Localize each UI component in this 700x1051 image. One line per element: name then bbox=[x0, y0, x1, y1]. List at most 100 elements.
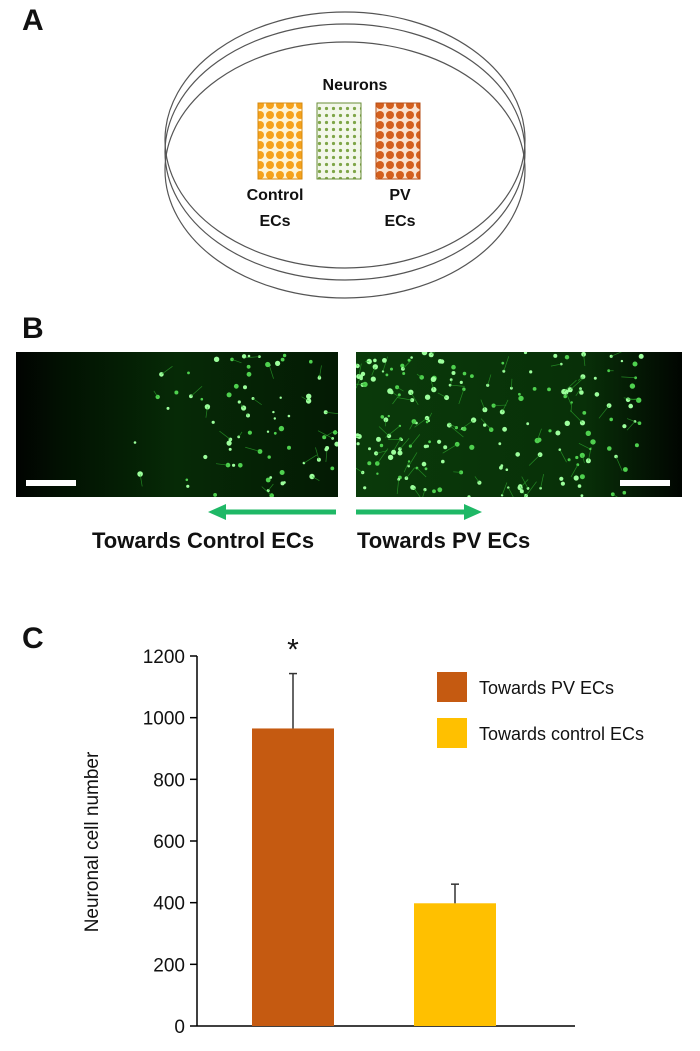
neuron-cell bbox=[462, 371, 467, 376]
neurite bbox=[161, 366, 173, 375]
neuron-cell bbox=[432, 489, 436, 494]
neurite bbox=[268, 364, 274, 379]
neurite bbox=[626, 418, 640, 424]
neuron-cell bbox=[629, 383, 636, 389]
neuron-cell bbox=[532, 387, 537, 391]
neuron-cell bbox=[634, 376, 637, 380]
neurite bbox=[583, 354, 586, 366]
pv-ecs-block bbox=[375, 102, 421, 180]
neuron-cell bbox=[395, 385, 400, 390]
neurite bbox=[540, 473, 544, 489]
neuron-cell bbox=[449, 378, 453, 382]
neurite bbox=[508, 487, 514, 497]
bar-control-ecs bbox=[414, 903, 496, 1026]
neuron-cell bbox=[428, 440, 431, 444]
neuron-cell bbox=[376, 436, 381, 442]
neuron-cell bbox=[269, 476, 273, 479]
neuron-cell bbox=[628, 403, 633, 409]
neurite bbox=[615, 456, 623, 472]
bar-pv-ecs bbox=[252, 728, 334, 1026]
neurite bbox=[626, 421, 636, 431]
neuron-cell bbox=[166, 406, 170, 410]
pv-ecs-label-line1: PV bbox=[389, 187, 411, 204]
neurite bbox=[422, 489, 426, 497]
neurite bbox=[559, 449, 567, 463]
neuron-cell bbox=[620, 359, 624, 363]
neuron-cell bbox=[246, 364, 251, 369]
neurite bbox=[450, 384, 465, 387]
neuron-cell bbox=[470, 374, 474, 378]
control-ecs-label-line1: Control bbox=[246, 187, 304, 204]
neuron-cell bbox=[505, 468, 509, 471]
neurite bbox=[414, 417, 428, 428]
neuron-cell bbox=[573, 475, 579, 481]
neurite bbox=[487, 374, 492, 386]
neuron-cell bbox=[265, 361, 271, 368]
neurite bbox=[356, 435, 360, 437]
neuron-cell bbox=[582, 411, 587, 415]
neuron-cell bbox=[232, 463, 236, 467]
neuron-cell bbox=[283, 481, 286, 484]
neuron-cell bbox=[577, 484, 582, 488]
neuron-cell bbox=[200, 397, 204, 401]
y-tick-label: 400 bbox=[153, 894, 185, 915]
neurite bbox=[528, 454, 541, 466]
neuron-cell bbox=[421, 352, 428, 356]
neuron-cell bbox=[515, 452, 520, 457]
neurite bbox=[267, 483, 274, 491]
legend-swatch bbox=[437, 672, 467, 702]
arrow-left-icon bbox=[208, 504, 336, 520]
y-axis: 0 200 400 600 800 1000 1200 bbox=[143, 647, 575, 1038]
neurite bbox=[453, 471, 462, 473]
neuron-cell bbox=[331, 437, 334, 440]
neuron-cell bbox=[309, 359, 313, 364]
neuron-cell bbox=[225, 462, 231, 468]
neuron-cell bbox=[368, 447, 371, 451]
neurite bbox=[356, 362, 358, 367]
neuron-cell bbox=[437, 487, 443, 493]
neuron-cell bbox=[441, 459, 445, 464]
neurite bbox=[612, 493, 618, 497]
neuron-cell bbox=[579, 474, 585, 480]
neuron-cell bbox=[267, 455, 271, 459]
neurite bbox=[303, 454, 318, 464]
neuron-cell bbox=[634, 443, 639, 448]
neurite bbox=[501, 399, 509, 413]
neuron-cell bbox=[400, 438, 403, 441]
legend: Towards PV ECs Towards control ECs bbox=[437, 672, 644, 748]
neuron-cell bbox=[238, 463, 243, 468]
neuron-cell bbox=[638, 353, 644, 359]
neuron-cell bbox=[379, 443, 384, 448]
neurite bbox=[392, 438, 401, 453]
neurite bbox=[611, 352, 622, 357]
neuron-cell bbox=[247, 354, 251, 358]
neuron-cell bbox=[372, 364, 378, 370]
neuron-cell bbox=[279, 470, 285, 475]
neurons-block bbox=[316, 102, 362, 180]
neuron-cell bbox=[226, 392, 232, 398]
neurite bbox=[153, 390, 159, 398]
neurite bbox=[392, 394, 400, 405]
neuron-cell bbox=[324, 447, 329, 452]
neuron-cell bbox=[187, 371, 190, 375]
neurite bbox=[536, 428, 542, 441]
neuron-cell bbox=[451, 364, 456, 370]
neurite bbox=[402, 359, 412, 370]
neuron-cell bbox=[380, 415, 385, 419]
neuron-cell bbox=[317, 376, 322, 380]
y-tick-label: 600 bbox=[153, 832, 185, 853]
neurite bbox=[569, 377, 585, 391]
neuron-cell bbox=[237, 400, 241, 404]
y-tick-label: 1000 bbox=[143, 709, 185, 730]
neurite bbox=[261, 486, 272, 496]
neuron-cell bbox=[363, 486, 367, 490]
neuron-cell bbox=[213, 493, 218, 497]
neuron-cell bbox=[273, 417, 276, 420]
neuron-cell bbox=[275, 360, 281, 366]
neuron-cell bbox=[526, 422, 530, 426]
neuron-cell bbox=[502, 426, 507, 432]
scale-bar-left bbox=[26, 480, 76, 486]
neuron-cell bbox=[186, 484, 190, 488]
neurite bbox=[409, 421, 415, 430]
neurite bbox=[430, 381, 435, 390]
